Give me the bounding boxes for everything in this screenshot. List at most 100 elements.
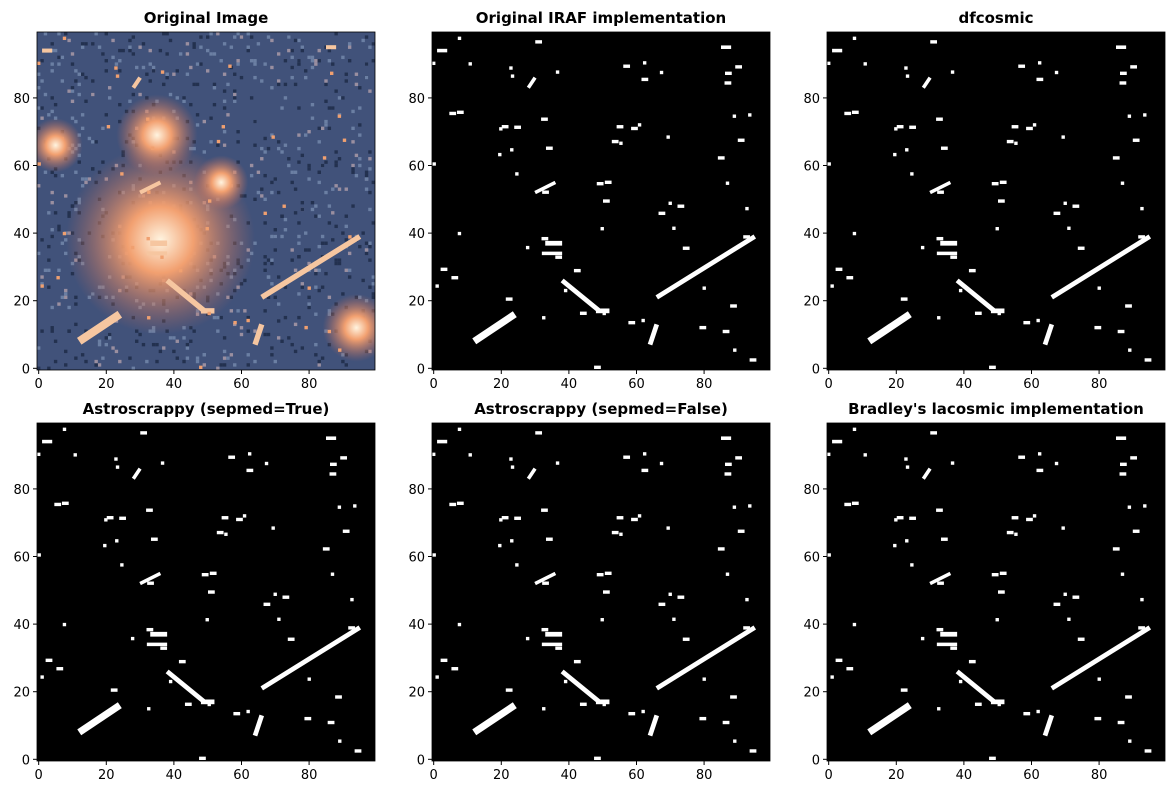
- pixel: [216, 329, 220, 333]
- pixel: [283, 82, 288, 87]
- pixel: [307, 295, 311, 300]
- pixel: [280, 106, 284, 110]
- pixel: [202, 119, 206, 124]
- pixel: [141, 65, 146, 70]
- pixel: [47, 244, 51, 249]
- pixel: [77, 72, 81, 76]
- pixel: [185, 42, 190, 46]
- mask-pixel: [509, 457, 513, 461]
- hot-pixel: [342, 138, 347, 142]
- pixel: [212, 102, 217, 107]
- mask-pixel: [894, 518, 898, 522]
- streak: [77, 702, 122, 736]
- mask-pixel: [677, 595, 685, 599]
- pixel: [317, 268, 321, 272]
- mask-pixel: [668, 592, 672, 596]
- mask-pixel: [659, 70, 664, 75]
- x-tick-label: 0: [430, 377, 438, 392]
- mask-pixel: [501, 125, 509, 129]
- pixel: [344, 79, 348, 83]
- pixel: [64, 194, 68, 198]
- mask-pixel: [1127, 505, 1132, 509]
- mask-pixel: [702, 677, 706, 681]
- mask-pixel: [147, 581, 154, 585]
- pixel: [334, 150, 338, 154]
- axes-frame: [36, 31, 376, 371]
- pixel: [222, 349, 227, 354]
- mask-pixel: [937, 316, 941, 320]
- mask-pixel: [830, 675, 834, 679]
- hot-pixel: [146, 117, 150, 121]
- pixel: [206, 35, 210, 39]
- pixel: [216, 32, 220, 36]
- mask-pixel: [1120, 572, 1125, 576]
- x-tick-label: 20: [493, 768, 510, 783]
- pixel: [314, 59, 318, 63]
- pixel: [283, 59, 288, 63]
- x-tick-label: 40: [166, 377, 183, 392]
- pixel: [324, 99, 328, 103]
- pixel: [334, 163, 338, 168]
- pixel: [60, 55, 65, 60]
- pixel: [347, 268, 352, 272]
- pixel: [131, 52, 136, 56]
- pixel: [260, 146, 264, 151]
- mask-pixel: [457, 622, 462, 627]
- mask-pixel: [110, 688, 118, 692]
- pixel: [263, 309, 267, 313]
- pixel: [104, 59, 108, 63]
- pixel: [276, 82, 281, 87]
- pixel: [80, 45, 85, 49]
- hot-pixel: [120, 172, 124, 176]
- pixel: [280, 339, 284, 343]
- pixel: [97, 45, 102, 49]
- pixel: [60, 241, 65, 245]
- pixel: [40, 106, 44, 110]
- pixel: [84, 359, 88, 364]
- pixel: [256, 190, 261, 195]
- mask-pixel: [1032, 514, 1037, 518]
- pixel: [320, 241, 325, 245]
- streak: [1050, 234, 1152, 300]
- pixel: [233, 322, 237, 327]
- pixel: [243, 194, 247, 198]
- mask-pixel: [1140, 597, 1144, 602]
- mask-pixel: [659, 461, 664, 466]
- pixel: [304, 248, 308, 252]
- pixel: [236, 62, 240, 66]
- streak: [526, 467, 537, 480]
- panel: Bradley's lacosmic implementation 0 20 40 60…: [803, 400, 1166, 783]
- mask-pixel: [611, 530, 619, 535]
- pixel: [67, 305, 71, 310]
- pixel: [344, 187, 348, 191]
- pixel: [151, 69, 156, 73]
- pixel: [43, 170, 48, 174]
- mask-pixel: [168, 679, 173, 684]
- pixel: [310, 65, 315, 70]
- hot-pixel: [205, 227, 209, 231]
- pixel: [212, 315, 217, 320]
- panel-title: Bradley's lacosmic implementation: [848, 400, 1144, 418]
- pixel: [297, 59, 301, 63]
- pixel: [37, 366, 41, 370]
- pixel: [145, 72, 149, 76]
- pixel: [155, 359, 159, 364]
- pixel: [107, 96, 112, 100]
- mask-pixel: [937, 581, 944, 585]
- pixel: [236, 130, 240, 134]
- pixel: [371, 282, 375, 286]
- pixel: [67, 38, 71, 43]
- pixel: [50, 326, 54, 330]
- mask-pixel: [905, 74, 910, 78]
- pixel: [290, 75, 294, 80]
- mask-pixel: [555, 461, 560, 465]
- x-tick-label: 40: [561, 768, 578, 783]
- pixel: [337, 157, 342, 161]
- pixel: [94, 363, 98, 367]
- pixel: [293, 38, 298, 43]
- mask-pixel: [1053, 602, 1061, 607]
- pixel: [43, 92, 48, 97]
- x-tick-label: 20: [888, 377, 905, 392]
- pixel: [233, 363, 237, 367]
